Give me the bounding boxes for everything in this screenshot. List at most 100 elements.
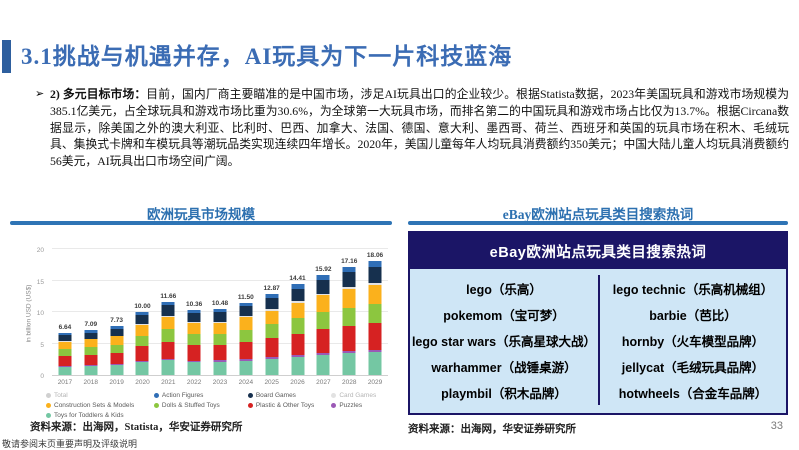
bar-segment — [161, 316, 175, 330]
bar-segment — [291, 318, 305, 334]
bar-segment — [84, 365, 98, 367]
bar-segment — [58, 348, 72, 356]
legend-label: Plastic & Other Toys — [255, 402, 315, 409]
bar-segment — [213, 361, 227, 375]
bar-segment — [265, 294, 279, 299]
bar-segment — [187, 322, 201, 324]
stacked-bar — [135, 312, 149, 375]
legend-item: Board Games — [247, 392, 332, 399]
table-row: lego（乐高） lego technic（乐高机械组） — [410, 275, 786, 301]
table-cell: playmbil（积木品牌） — [441, 386, 567, 401]
bar-segment — [110, 335, 124, 337]
table-row: playmbil（积木品牌） hotwheels（合金车品牌） — [410, 379, 786, 405]
table-row: pokemom（宝可梦） barbie（芭比） — [410, 301, 786, 327]
stacked-bar — [110, 326, 124, 375]
legend-label: Board Games — [255, 392, 296, 399]
stacked-bar — [291, 284, 305, 375]
table-row: warhammer（战锤桌游） jellycat（毛绒玩具品牌） — [410, 353, 786, 379]
x-axis-labels: 2017 2018 2019 2020 2021 2022 2023 2024 2025 2026… — [52, 379, 388, 386]
bar-segment — [239, 317, 253, 330]
bar-segment — [368, 323, 382, 350]
x-tick-label: 2022 — [186, 379, 202, 386]
bar-segment — [187, 334, 201, 346]
table-row: lego star wars（乐高星球大战） hornby（火车模型品牌） — [410, 327, 786, 353]
legend-item: Toys for Toddlers & Kids — [46, 412, 154, 419]
table-cell: jellycat（毛绒玩具品牌） — [598, 353, 786, 379]
x-tick-label: 2017 — [57, 379, 73, 386]
bar-group-2028: 17.16 — [336, 250, 362, 375]
bar-segment — [161, 301, 175, 306]
bar-segment — [58, 341, 72, 349]
bar-group-2022: 10.36 — [181, 250, 207, 375]
bar-segment — [368, 284, 382, 304]
x-tick-label: 2027 — [316, 379, 331, 386]
bar-segment — [58, 333, 72, 336]
bar-segment — [84, 347, 98, 355]
legend-item: Total — [46, 392, 154, 399]
bar-segment — [187, 309, 201, 314]
bar-segment — [161, 341, 175, 359]
bar-segment — [291, 301, 305, 303]
bar-group-2019: 7.73 — [104, 250, 130, 375]
bar-segment — [135, 312, 149, 316]
stacked-bar — [84, 330, 98, 375]
x-tick-label: 2025 — [264, 379, 279, 386]
bar-segment — [135, 361, 149, 363]
bar-segment — [161, 358, 175, 361]
bar-segment — [342, 353, 356, 375]
bar-segment — [265, 298, 279, 310]
bar-segment — [265, 338, 279, 358]
bar-segment — [84, 338, 98, 340]
bar-segment — [342, 289, 356, 308]
bar-segment — [291, 288, 305, 302]
bar-segment — [161, 305, 175, 316]
bar-segment — [58, 365, 72, 367]
bar-segment — [368, 303, 382, 324]
bars-layer: 6.64 7.09 7.73 10.00 11.66 10.36 10.48 11.50 12.… — [52, 250, 388, 375]
bar-segment — [291, 284, 305, 289]
ebay-hot-words-table: eBay欧洲站点玩具类目搜索热词 lego（乐高） lego technic（乐高… — [408, 231, 788, 415]
bar-segment — [110, 352, 124, 365]
bar-group-2023: 10.48 — [207, 250, 233, 375]
legend-label: Dolls & Stuffed Toys — [161, 402, 220, 409]
bar-segment — [135, 362, 149, 375]
legend-dot-icon — [247, 403, 253, 408]
bar-segment — [161, 315, 175, 317]
bar-segment — [84, 330, 98, 333]
bar-segment — [265, 357, 279, 359]
x-tick-label: 2018 — [83, 379, 98, 386]
bar-group-2027: 15.92 — [310, 250, 336, 375]
bar-segment — [316, 295, 330, 313]
bar-segment — [135, 346, 149, 362]
bar-group-2020: 10.00 — [130, 250, 156, 375]
table-cell: lego technic（乐高机械组） — [598, 275, 786, 301]
bar-segment — [187, 345, 201, 361]
legend-label: Toys for Toddlers & Kids — [54, 412, 124, 419]
bar-group-2024: 11.50 — [233, 250, 259, 375]
bar-segment — [239, 329, 253, 343]
table-cell: pokemom（宝可梦） — [443, 308, 565, 323]
bar-segment — [368, 282, 382, 285]
gridline — [52, 248, 388, 249]
x-tick-label: 2023 — [212, 379, 228, 386]
stacked-bar — [316, 274, 330, 375]
bar-segment — [342, 266, 356, 273]
bar-segment — [161, 360, 175, 375]
bar-value-label: 10.48 — [211, 299, 229, 307]
table-cell: lego star wars（乐高星球大战） — [411, 334, 597, 349]
bar-value-label: 11.50 — [237, 293, 254, 301]
table-cell: barbie（芭比） — [598, 301, 786, 327]
left-section-rule — [10, 221, 392, 225]
bar-segment — [213, 309, 227, 313]
legend-dot-icon — [247, 393, 253, 398]
page-title: 3.1挑战与机遇并存，AI玩具为下一片科技蓝海 — [21, 44, 513, 69]
legend-dot-icon — [331, 403, 337, 408]
legend-item: Construction Sets & Models — [46, 402, 154, 409]
bar-segment — [187, 323, 201, 335]
bar-value-label: 12.87 — [263, 284, 280, 292]
legend-item: Puzzles — [331, 402, 394, 409]
legend-dot-icon — [153, 393, 159, 398]
stacked-bar — [265, 294, 279, 375]
bar-segment — [135, 324, 149, 336]
bar-segment — [368, 352, 382, 375]
